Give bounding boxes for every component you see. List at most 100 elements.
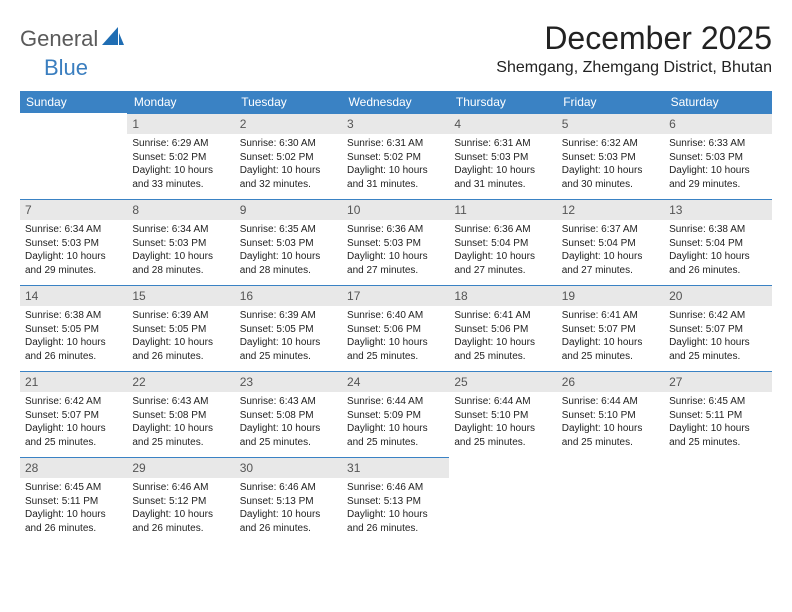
calendar-week-row: 7Sunrise: 6:34 AMSunset: 5:03 PMDaylight… [20, 199, 772, 285]
daylight-line: Daylight: 10 hours and 25 minutes. [669, 336, 766, 363]
daylight-line: Daylight: 10 hours and 28 minutes. [132, 250, 229, 277]
day-content: Sunrise: 6:40 AMSunset: 5:06 PMDaylight:… [342, 306, 449, 363]
month-title: December 2025 [496, 20, 772, 57]
sunset-line: Sunset: 5:06 PM [347, 323, 444, 337]
calendar-day-cell: 4Sunrise: 6:31 AMSunset: 5:03 PMDaylight… [449, 113, 556, 199]
day-number: 9 [235, 199, 342, 220]
daylight-line: Daylight: 10 hours and 27 minutes. [347, 250, 444, 277]
day-number: 17 [342, 285, 449, 306]
sunset-line: Sunset: 5:10 PM [454, 409, 551, 423]
day-content: Sunrise: 6:36 AMSunset: 5:03 PMDaylight:… [342, 220, 449, 277]
day-content: Sunrise: 6:43 AMSunset: 5:08 PMDaylight:… [127, 392, 234, 449]
sunset-line: Sunset: 5:07 PM [562, 323, 659, 337]
sunrise-line: Sunrise: 6:32 AM [562, 137, 659, 151]
day-number: 10 [342, 199, 449, 220]
day-number: 28 [20, 457, 127, 478]
day-content: Sunrise: 6:33 AMSunset: 5:03 PMDaylight:… [664, 134, 771, 191]
calendar-week-row: 1Sunrise: 6:29 AMSunset: 5:02 PMDaylight… [20, 113, 772, 199]
daylight-line: Daylight: 10 hours and 28 minutes. [240, 250, 337, 277]
calendar-day-cell [20, 113, 127, 199]
sunset-line: Sunset: 5:12 PM [132, 495, 229, 509]
day-content: Sunrise: 6:38 AMSunset: 5:04 PMDaylight:… [664, 220, 771, 277]
day-number: 26 [557, 371, 664, 392]
brand-word-blue: Blue [44, 55, 88, 80]
sunset-line: Sunset: 5:06 PM [454, 323, 551, 337]
daylight-line: Daylight: 10 hours and 25 minutes. [240, 336, 337, 363]
calendar-day-cell: 22Sunrise: 6:43 AMSunset: 5:08 PMDayligh… [127, 371, 234, 457]
sunrise-line: Sunrise: 6:30 AM [240, 137, 337, 151]
calendar-day-cell: 25Sunrise: 6:44 AMSunset: 5:10 PMDayligh… [449, 371, 556, 457]
calendar-body: 1Sunrise: 6:29 AMSunset: 5:02 PMDaylight… [20, 113, 772, 543]
sunrise-line: Sunrise: 6:44 AM [347, 395, 444, 409]
calendar-day-cell: 20Sunrise: 6:42 AMSunset: 5:07 PMDayligh… [664, 285, 771, 371]
day-number: 12 [557, 199, 664, 220]
daylight-line: Daylight: 10 hours and 26 minutes. [132, 508, 229, 535]
day-number: 27 [664, 371, 771, 392]
sunset-line: Sunset: 5:04 PM [562, 237, 659, 251]
calendar-day-cell: 9Sunrise: 6:35 AMSunset: 5:03 PMDaylight… [235, 199, 342, 285]
daylight-line: Daylight: 10 hours and 25 minutes. [132, 422, 229, 449]
sunrise-line: Sunrise: 6:31 AM [454, 137, 551, 151]
sunrise-line: Sunrise: 6:39 AM [240, 309, 337, 323]
sunset-line: Sunset: 5:02 PM [347, 151, 444, 165]
sunset-line: Sunset: 5:05 PM [240, 323, 337, 337]
day-number: 24 [342, 371, 449, 392]
day-number: 11 [449, 199, 556, 220]
calendar-day-cell: 14Sunrise: 6:38 AMSunset: 5:05 PMDayligh… [20, 285, 127, 371]
daylight-line: Daylight: 10 hours and 25 minutes. [562, 336, 659, 363]
calendar-day-cell: 18Sunrise: 6:41 AMSunset: 5:06 PMDayligh… [449, 285, 556, 371]
sunrise-line: Sunrise: 6:45 AM [25, 481, 122, 495]
day-number: 14 [20, 285, 127, 306]
sunrise-line: Sunrise: 6:38 AM [669, 223, 766, 237]
sunrise-line: Sunrise: 6:42 AM [25, 395, 122, 409]
day-content: Sunrise: 6:31 AMSunset: 5:03 PMDaylight:… [449, 134, 556, 191]
sunset-line: Sunset: 5:04 PM [669, 237, 766, 251]
day-content: Sunrise: 6:29 AMSunset: 5:02 PMDaylight:… [127, 134, 234, 191]
calendar-day-cell: 23Sunrise: 6:43 AMSunset: 5:08 PMDayligh… [235, 371, 342, 457]
calendar-day-cell: 7Sunrise: 6:34 AMSunset: 5:03 PMDaylight… [20, 199, 127, 285]
calendar-day-cell: 17Sunrise: 6:40 AMSunset: 5:06 PMDayligh… [342, 285, 449, 371]
daylight-line: Daylight: 10 hours and 25 minutes. [562, 422, 659, 449]
sunset-line: Sunset: 5:11 PM [669, 409, 766, 423]
daylight-line: Daylight: 10 hours and 26 minutes. [240, 508, 337, 535]
daylight-line: Daylight: 10 hours and 27 minutes. [562, 250, 659, 277]
sunrise-line: Sunrise: 6:44 AM [562, 395, 659, 409]
calendar-day-cell: 21Sunrise: 6:42 AMSunset: 5:07 PMDayligh… [20, 371, 127, 457]
calendar-day-cell [449, 457, 556, 543]
daylight-line: Daylight: 10 hours and 25 minutes. [347, 422, 444, 449]
day-content: Sunrise: 6:46 AMSunset: 5:13 PMDaylight:… [235, 478, 342, 535]
day-number: 2 [235, 113, 342, 134]
day-number: 18 [449, 285, 556, 306]
sunset-line: Sunset: 5:09 PM [347, 409, 444, 423]
daylight-line: Daylight: 10 hours and 33 minutes. [132, 164, 229, 191]
daylight-line: Daylight: 10 hours and 25 minutes. [454, 336, 551, 363]
calendar-day-cell: 13Sunrise: 6:38 AMSunset: 5:04 PMDayligh… [664, 199, 771, 285]
day-content: Sunrise: 6:34 AMSunset: 5:03 PMDaylight:… [20, 220, 127, 277]
daylight-line: Daylight: 10 hours and 25 minutes. [347, 336, 444, 363]
sunset-line: Sunset: 5:03 PM [25, 237, 122, 251]
sunrise-line: Sunrise: 6:45 AM [669, 395, 766, 409]
weekday-header: Sunday [20, 91, 127, 113]
day-number: 29 [127, 457, 234, 478]
weekday-header: Wednesday [342, 91, 449, 113]
sunset-line: Sunset: 5:03 PM [669, 151, 766, 165]
day-number: 1 [127, 113, 234, 134]
brand-word-general: General [20, 26, 98, 52]
day-number: 8 [127, 199, 234, 220]
sunset-line: Sunset: 5:02 PM [132, 151, 229, 165]
calendar-day-cell: 28Sunrise: 6:45 AMSunset: 5:11 PMDayligh… [20, 457, 127, 543]
day-number: 21 [20, 371, 127, 392]
weekday-header: Tuesday [235, 91, 342, 113]
calendar-day-cell: 8Sunrise: 6:34 AMSunset: 5:03 PMDaylight… [127, 199, 234, 285]
sunrise-line: Sunrise: 6:43 AM [240, 395, 337, 409]
day-number: 30 [235, 457, 342, 478]
sunrise-line: Sunrise: 6:31 AM [347, 137, 444, 151]
sunset-line: Sunset: 5:08 PM [132, 409, 229, 423]
day-number: 15 [127, 285, 234, 306]
sunset-line: Sunset: 5:07 PM [25, 409, 122, 423]
calendar-page: General December 2025 Shemgang, Zhemgang… [0, 0, 792, 553]
day-content: Sunrise: 6:30 AMSunset: 5:02 PMDaylight:… [235, 134, 342, 191]
day-number: 3 [342, 113, 449, 134]
daylight-line: Daylight: 10 hours and 26 minutes. [25, 508, 122, 535]
day-number: 19 [557, 285, 664, 306]
